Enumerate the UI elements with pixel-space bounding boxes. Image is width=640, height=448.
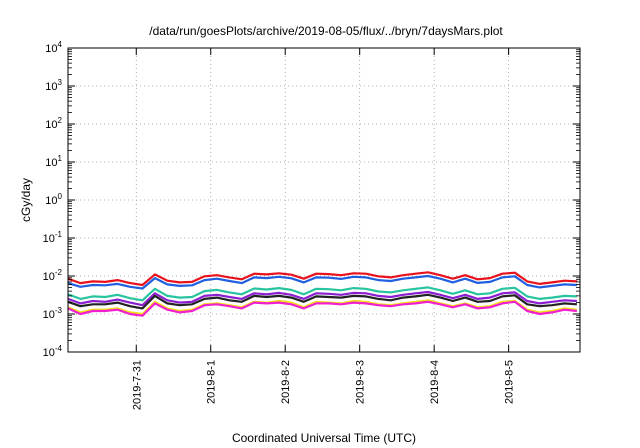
x-tick-label: 2019-8-1 — [206, 360, 218, 404]
y-tick-label: 104 — [45, 40, 62, 55]
series-line-5 — [67, 293, 577, 310]
x-tick-label: 2019-8-4 — [429, 360, 441, 404]
y-tick-label: 10-4 — [43, 344, 63, 359]
series-lines — [67, 271, 578, 317]
y-tick-label: 10-2 — [43, 268, 63, 283]
y-tick-label: 10-1 — [43, 230, 63, 245]
y-tick-label: 101 — [45, 154, 62, 169]
x-tick-label: 2019-7-31 — [131, 360, 143, 410]
series-line-3 — [67, 286, 577, 302]
chart-title: /data/run/goesPlots/archive/2019-08-05/f… — [149, 24, 503, 38]
axis-ticks: 10-4 10-3 10-2 10-1 100 101 102 103 104 2019-7-31… — [43, 40, 580, 410]
series-line-4 — [67, 290, 577, 307]
series-line-1 — [67, 271, 577, 287]
series-line-6 — [67, 299, 578, 316]
y-tick-label: 100 — [45, 192, 62, 207]
grid-lines — [68, 48, 580, 352]
y-axis-label: cGy/day — [19, 178, 33, 222]
y-tick-label: 103 — [45, 78, 62, 93]
y-tick-label: 10-3 — [43, 306, 63, 321]
series-line-2 — [67, 274, 577, 290]
x-axis-label: Coordinated Universal Time (UTC) — [232, 431, 416, 445]
x-tick-label: 2019-8-2 — [280, 360, 292, 404]
series-line-7 — [67, 300, 578, 317]
x-tick-label: 2019-8-3 — [355, 360, 367, 404]
y-tick-label: 102 — [45, 116, 62, 131]
x-tick-label: 2019-8-5 — [504, 360, 516, 404]
